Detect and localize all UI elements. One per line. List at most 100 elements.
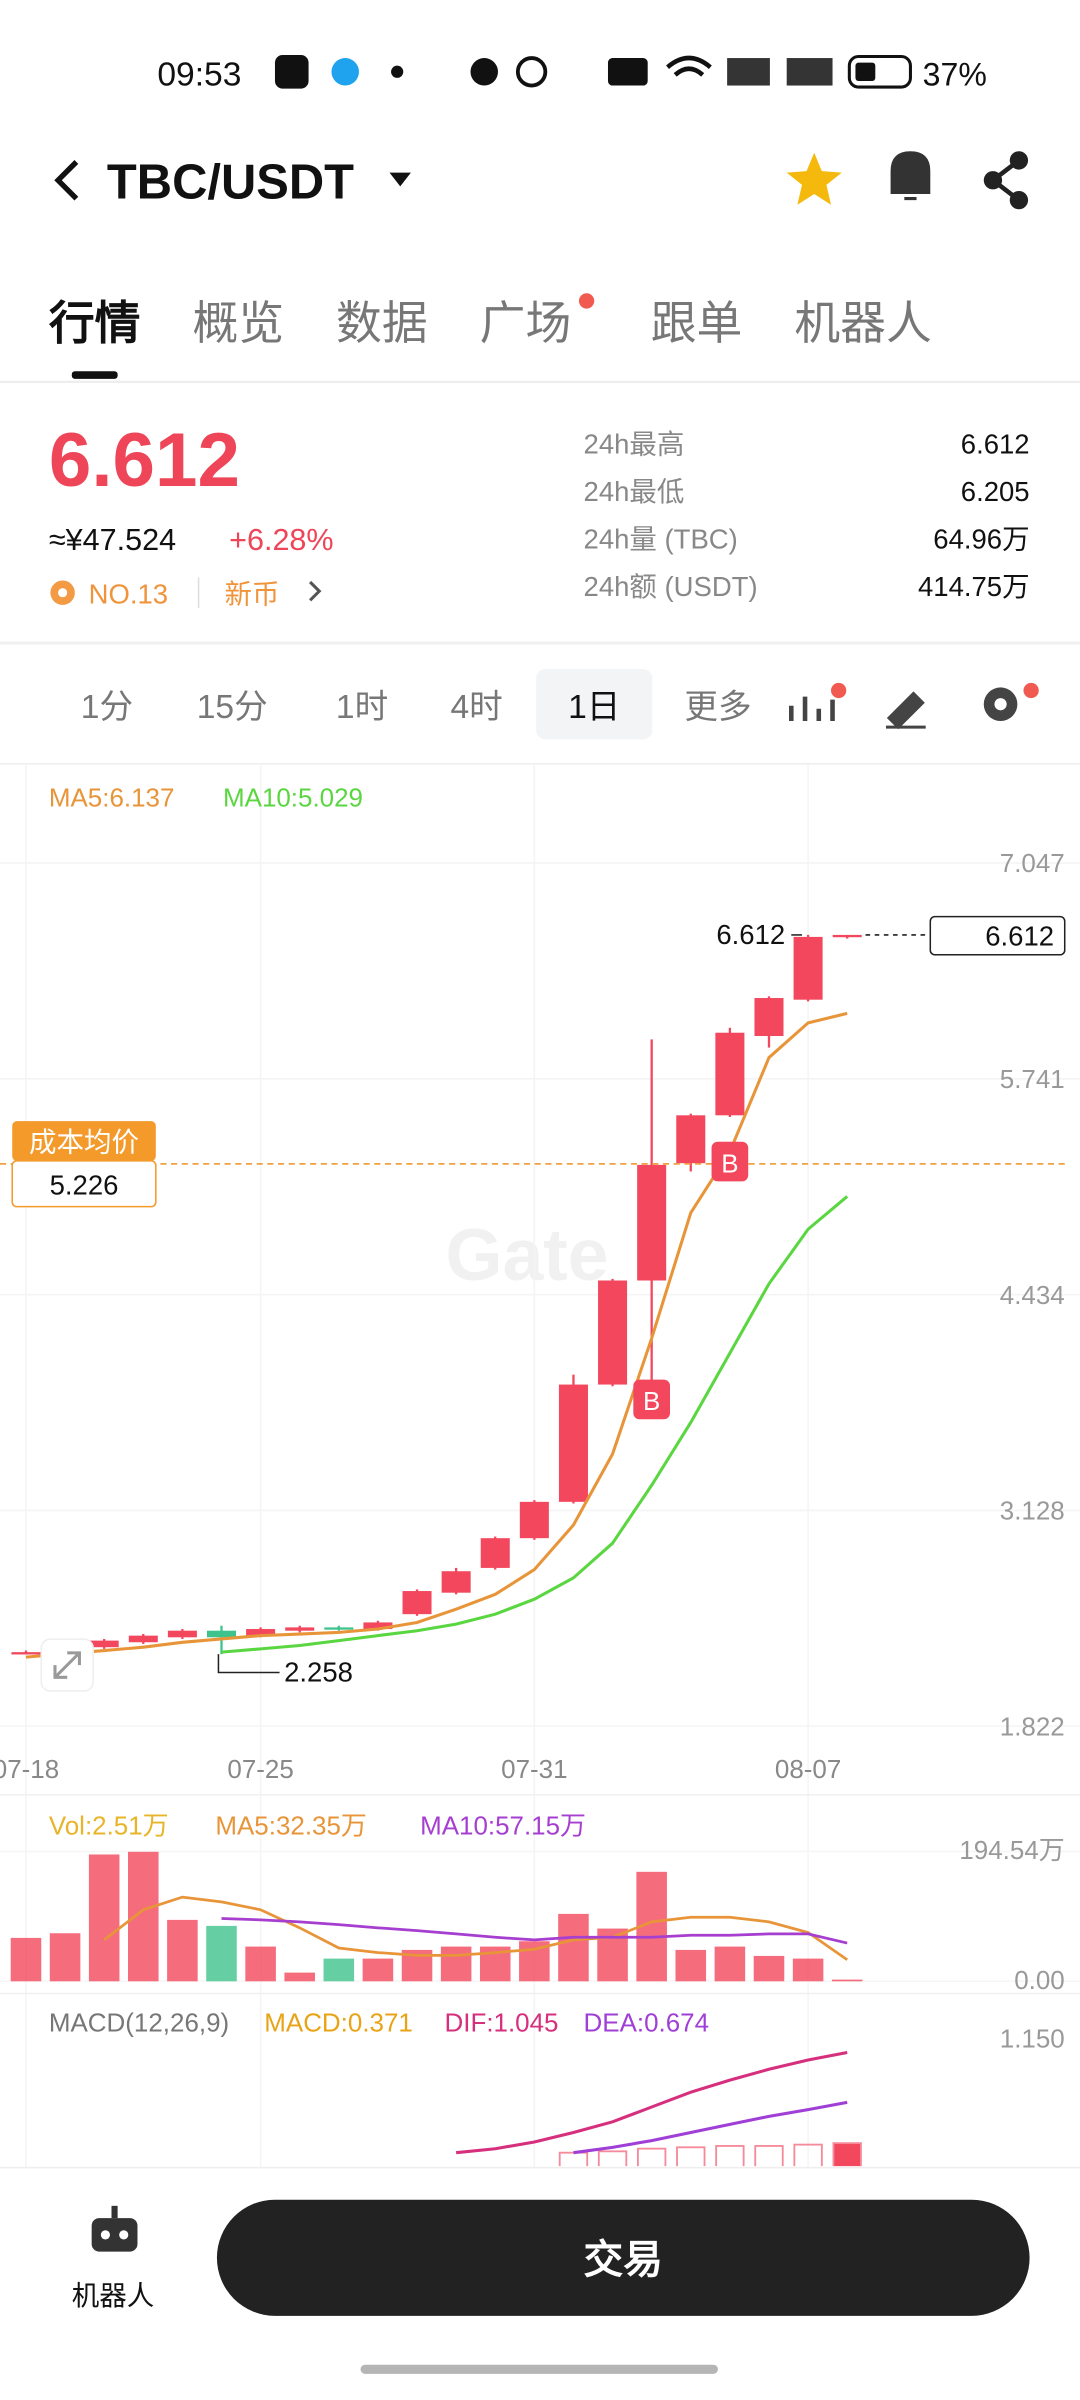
pair-title[interactable]: TBC/USDT	[107, 156, 354, 210]
interval[interactable]: 1时	[336, 689, 388, 726]
interval[interactable]: 1日	[568, 689, 620, 726]
candle-body	[637, 1164, 667, 1281]
candle-body	[324, 1627, 354, 1630]
interval[interactable]: 更多	[684, 688, 751, 726]
ma-line	[25, 1011, 848, 1659]
tab[interactable]: 机器人	[794, 298, 931, 349]
cny-price: ≈¥47.524	[49, 523, 176, 557]
stat-value: 6.205	[961, 476, 1030, 507]
draw-tool[interactable]	[885, 691, 926, 730]
alert-bell[interactable]	[890, 151, 931, 201]
tab[interactable]: 广场	[480, 298, 572, 349]
moon-icon	[470, 58, 498, 86]
share-icon[interactable]	[983, 151, 1029, 210]
legend-entry: MACD:0.371	[264, 2008, 413, 2038]
legend-entry: MA10:5.029	[223, 783, 363, 813]
bot-label[interactable]: 机器人	[72, 2280, 154, 2311]
interval[interactable]: 4时	[450, 689, 502, 726]
volume-bar	[49, 1933, 81, 1982]
macd-bar	[597, 2150, 628, 2167]
stat-label: 24h最低	[584, 476, 685, 507]
cost-label: 成本均价	[29, 1127, 139, 1158]
pair-dropdown[interactable]	[389, 172, 411, 187]
battery-level	[855, 62, 876, 81]
rank-icon-core	[58, 588, 68, 598]
stat-value: 6.612	[961, 429, 1030, 460]
signal-icon	[786, 58, 833, 86]
y-tick-label: 1.150	[1000, 2024, 1065, 2054]
volume-bar	[245, 1946, 276, 1982]
app-icon	[274, 54, 309, 89]
status-time: 09:53	[157, 57, 241, 94]
macd-line	[573, 2100, 848, 2155]
trade-button[interactable]	[216, 2199, 1030, 2316]
badge-dot	[578, 293, 595, 309]
trade-button-label[interactable]: 交易	[584, 2238, 663, 2282]
favorite-star[interactable]	[786, 152, 842, 205]
legend-entry: MA10:57.15万	[420, 1811, 586, 1841]
candle-body	[441, 1571, 471, 1593]
stat-label: 24h量 (TBC)	[584, 523, 738, 554]
signal-icon	[727, 58, 770, 86]
stat-value: 414.75万	[918, 571, 1030, 602]
legend-entry: MA5:32.35万	[215, 1811, 366, 1841]
last-price-label: 6.612	[985, 921, 1054, 952]
volume-bar	[675, 1949, 707, 1982]
macd-bar	[793, 2143, 823, 2167]
candle-body	[832, 934, 862, 938]
home-indicator	[360, 2364, 718, 2374]
trade-marker	[711, 1141, 749, 1182]
macd-bar	[715, 2145, 745, 2167]
trade-marker	[633, 1379, 670, 1420]
volume-bar	[362, 1958, 394, 1982]
macd-plot	[455, 2050, 862, 2167]
volume-bar	[167, 1919, 198, 1982]
volume-bar	[323, 1958, 355, 1982]
macd-line	[455, 2050, 848, 2155]
high-label: 6.612	[716, 919, 785, 950]
indicator-icon[interactable]	[788, 682, 847, 722]
macd-bar	[637, 2147, 667, 2167]
y-tick-label: 4.434	[1000, 1280, 1065, 1310]
expand-icon	[53, 1651, 81, 1679]
candle-body	[363, 1622, 393, 1630]
battery-text: 37%	[923, 57, 987, 93]
interval[interactable]: 1分	[81, 689, 133, 726]
volume-bar	[753, 1955, 785, 1982]
interval[interactable]: 15分	[197, 689, 268, 726]
new-coin-tag[interactable]: 新币	[225, 578, 280, 609]
volume-bar	[88, 1854, 120, 1982]
stat-value: 64.96万	[933, 523, 1029, 554]
alarm-icon	[515, 56, 548, 88]
settings-icon[interactable]	[983, 682, 1039, 722]
x-tick-label: 07-31	[501, 1754, 567, 1784]
candle-body	[11, 1652, 41, 1655]
candle-body	[246, 1629, 276, 1636]
dot-icon	[391, 65, 404, 78]
tab[interactable]: 行情	[49, 298, 141, 349]
volume-ma-line	[103, 1895, 848, 1961]
candle-body	[793, 936, 823, 1000]
volume-bar	[284, 1972, 315, 1982]
volume-bar	[831, 1979, 863, 1982]
trade-label: B	[643, 1386, 660, 1416]
tab[interactable]: 跟单	[651, 298, 743, 349]
candle-body	[402, 1591, 432, 1615]
legend-entry: DIF:1.045	[445, 2008, 559, 2038]
hd-icon	[607, 58, 648, 86]
candle-body	[167, 1630, 197, 1638]
candle-body	[676, 1115, 706, 1164]
y-tick-label: 3.128	[1000, 1496, 1065, 1526]
cost-value: 5.226	[50, 1169, 119, 1200]
low-marker	[217, 1654, 280, 1674]
bot-icon[interactable]	[91, 2205, 138, 2252]
tab[interactable]: 数据	[336, 298, 428, 349]
macd-bar	[676, 2146, 706, 2167]
stat-label: 24h最高	[584, 429, 685, 460]
low-label: 2.258	[284, 1657, 353, 1688]
tab[interactable]: 概览	[192, 298, 284, 349]
candle-body	[480, 1538, 510, 1568]
y-tick-label: 7.047	[1000, 848, 1065, 878]
back-button[interactable]	[54, 160, 79, 201]
